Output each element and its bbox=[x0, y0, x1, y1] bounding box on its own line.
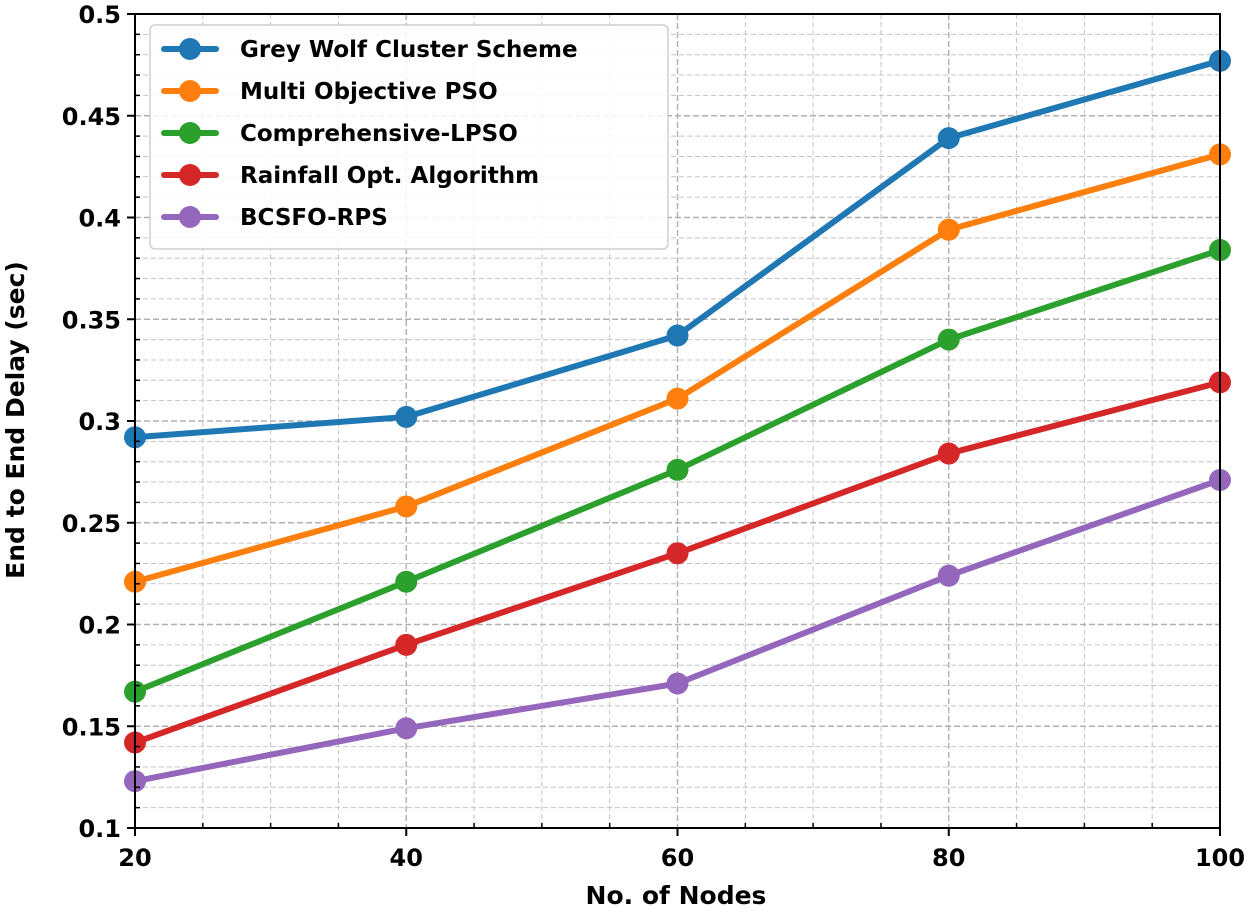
x-axis-title: No. of Nodes bbox=[586, 881, 767, 910]
legend-box bbox=[149, 24, 669, 250]
data-point bbox=[666, 672, 689, 695]
y-tick-label: 0.2 bbox=[78, 612, 121, 640]
data-point bbox=[666, 324, 689, 347]
y-tick-label: 0.5 bbox=[78, 1, 121, 29]
y-tick-label: 0.45 bbox=[62, 103, 121, 131]
x-tick-label: 40 bbox=[390, 844, 423, 872]
legend-label: Comprehensive-LPSO bbox=[240, 121, 518, 147]
data-point bbox=[666, 542, 689, 565]
data-point bbox=[395, 570, 418, 593]
legend-swatch-marker bbox=[179, 164, 201, 186]
y-tick-label: 0.4 bbox=[78, 205, 121, 233]
legend-swatch-marker bbox=[179, 80, 201, 102]
y-tick-label: 0.3 bbox=[78, 408, 121, 436]
y-tick-label: 0.1 bbox=[78, 815, 121, 843]
x-tick-label: 60 bbox=[661, 844, 694, 872]
data-point bbox=[395, 495, 418, 518]
legend: Grey Wolf Cluster Scheme Multi Objective … bbox=[149, 24, 669, 250]
axis-ticks: 20 40 60 80 100 0.1 0.15 0.2 0.25 0.3 0.35 0.4 0.45 0… bbox=[62, 1, 1245, 872]
x-tick-label: 80 bbox=[932, 844, 965, 872]
y-axis-title: End to End Delay (sec) bbox=[1, 261, 30, 579]
legend-swatch-marker bbox=[179, 122, 201, 144]
data-point bbox=[666, 387, 689, 410]
y-tick-label: 0.25 bbox=[62, 510, 121, 538]
series-lines bbox=[124, 49, 1231, 793]
legend-label: Grey Wolf Cluster Scheme bbox=[240, 37, 578, 63]
data-point bbox=[395, 717, 418, 740]
data-point bbox=[395, 405, 418, 428]
data-point bbox=[666, 458, 689, 481]
data-point bbox=[395, 633, 418, 656]
x-tick-label: 100 bbox=[1195, 844, 1245, 872]
legend-label: BCSFO-RPS bbox=[240, 205, 388, 231]
data-point bbox=[937, 328, 960, 351]
legend-label: Rainfall Opt. Algorithm bbox=[240, 163, 539, 189]
data-point bbox=[937, 564, 960, 587]
legend-label: Multi Objective PSO bbox=[240, 79, 498, 105]
y-tick-label: 0.35 bbox=[62, 306, 121, 334]
data-point bbox=[937, 127, 960, 150]
x-tick-label: 20 bbox=[118, 844, 151, 872]
legend-swatch-marker bbox=[179, 206, 201, 228]
data-point bbox=[937, 218, 960, 241]
legend-swatch-marker bbox=[179, 38, 201, 60]
y-tick-label: 0.15 bbox=[62, 713, 121, 741]
data-point bbox=[937, 442, 960, 465]
